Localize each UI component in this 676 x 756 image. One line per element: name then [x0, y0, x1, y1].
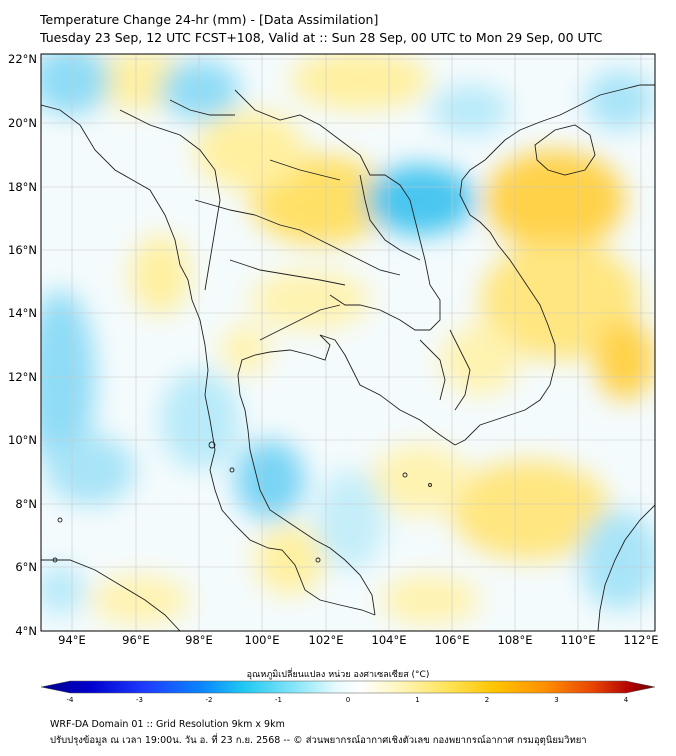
footer-domain-info: WRF-DA Domain 01 :: Grid Resolution 9km …: [50, 719, 285, 730]
footer-credit: ปรับปรุงข้อมูล ณ เวลา 19:00น. วัน อ. ที่…: [50, 735, 587, 746]
latitude-labels: 22°N 20°N 18°N 16°N 14°N 12°N 10°N 8°N 6°N 4°N: [8, 52, 37, 638]
longitude-labels: 94°E 96°E 98°E 100°E 102°E 104°E 106°E 108°E 110…: [58, 633, 658, 647]
colorbar-tick-label: 3: [554, 696, 558, 704]
lon-label: 104°E: [372, 633, 407, 647]
colorbar-tick-label: -4: [67, 696, 75, 704]
lat-label: 10°N: [8, 433, 37, 447]
colorbar-title: อุณหภูมิเปลี่ยนแปลง หน่วย องศาเซลเซียส (…: [246, 670, 430, 680]
lat-label: 20°N: [8, 116, 37, 130]
coastlines: [41, 84, 655, 631]
lat-label: 8°N: [15, 497, 37, 511]
lon-label: 108°E: [498, 633, 533, 647]
colorbar-tick-label: -1: [275, 696, 282, 704]
lon-label: 96°E: [122, 633, 150, 647]
lat-label: 6°N: [15, 560, 37, 574]
lon-label: 110°E: [561, 633, 596, 647]
lon-label: 94°E: [58, 633, 86, 647]
graticule: [41, 54, 655, 631]
colorbar-tick-label: 0: [346, 696, 350, 704]
lon-label: 102°E: [309, 633, 344, 647]
lat-label: 4°N: [15, 624, 37, 638]
lon-label: 98°E: [185, 633, 213, 647]
map-subtitle: Tuesday 23 Sep, 12 UTC FCST+108, Valid a…: [40, 30, 603, 45]
colorbar-tick-label: -2: [206, 696, 213, 704]
colorbar: -4 -3 -2 -1 0 1 2 3 4: [40, 680, 656, 704]
lon-label: 112°E: [624, 633, 659, 647]
map-frame: [40, 53, 656, 632]
colorbar-tick-label: -3: [136, 696, 143, 704]
lat-label: 18°N: [8, 180, 37, 194]
temperature-field: [41, 54, 655, 631]
colorbar-tick-label: 2: [485, 696, 489, 704]
lon-label: 100°E: [245, 633, 280, 647]
lon-label: 106°E: [435, 633, 470, 647]
lat-label: 14°N: [8, 306, 37, 320]
colorbar-tick-label: 4: [624, 696, 629, 704]
lat-label: 16°N: [8, 243, 37, 257]
colorbar-tick-label: 1: [415, 696, 419, 704]
lat-label: 22°N: [8, 52, 37, 66]
map-title: Temperature Change 24-hr (mm) - [Data As…: [40, 12, 379, 27]
lat-label: 12°N: [8, 370, 37, 384]
